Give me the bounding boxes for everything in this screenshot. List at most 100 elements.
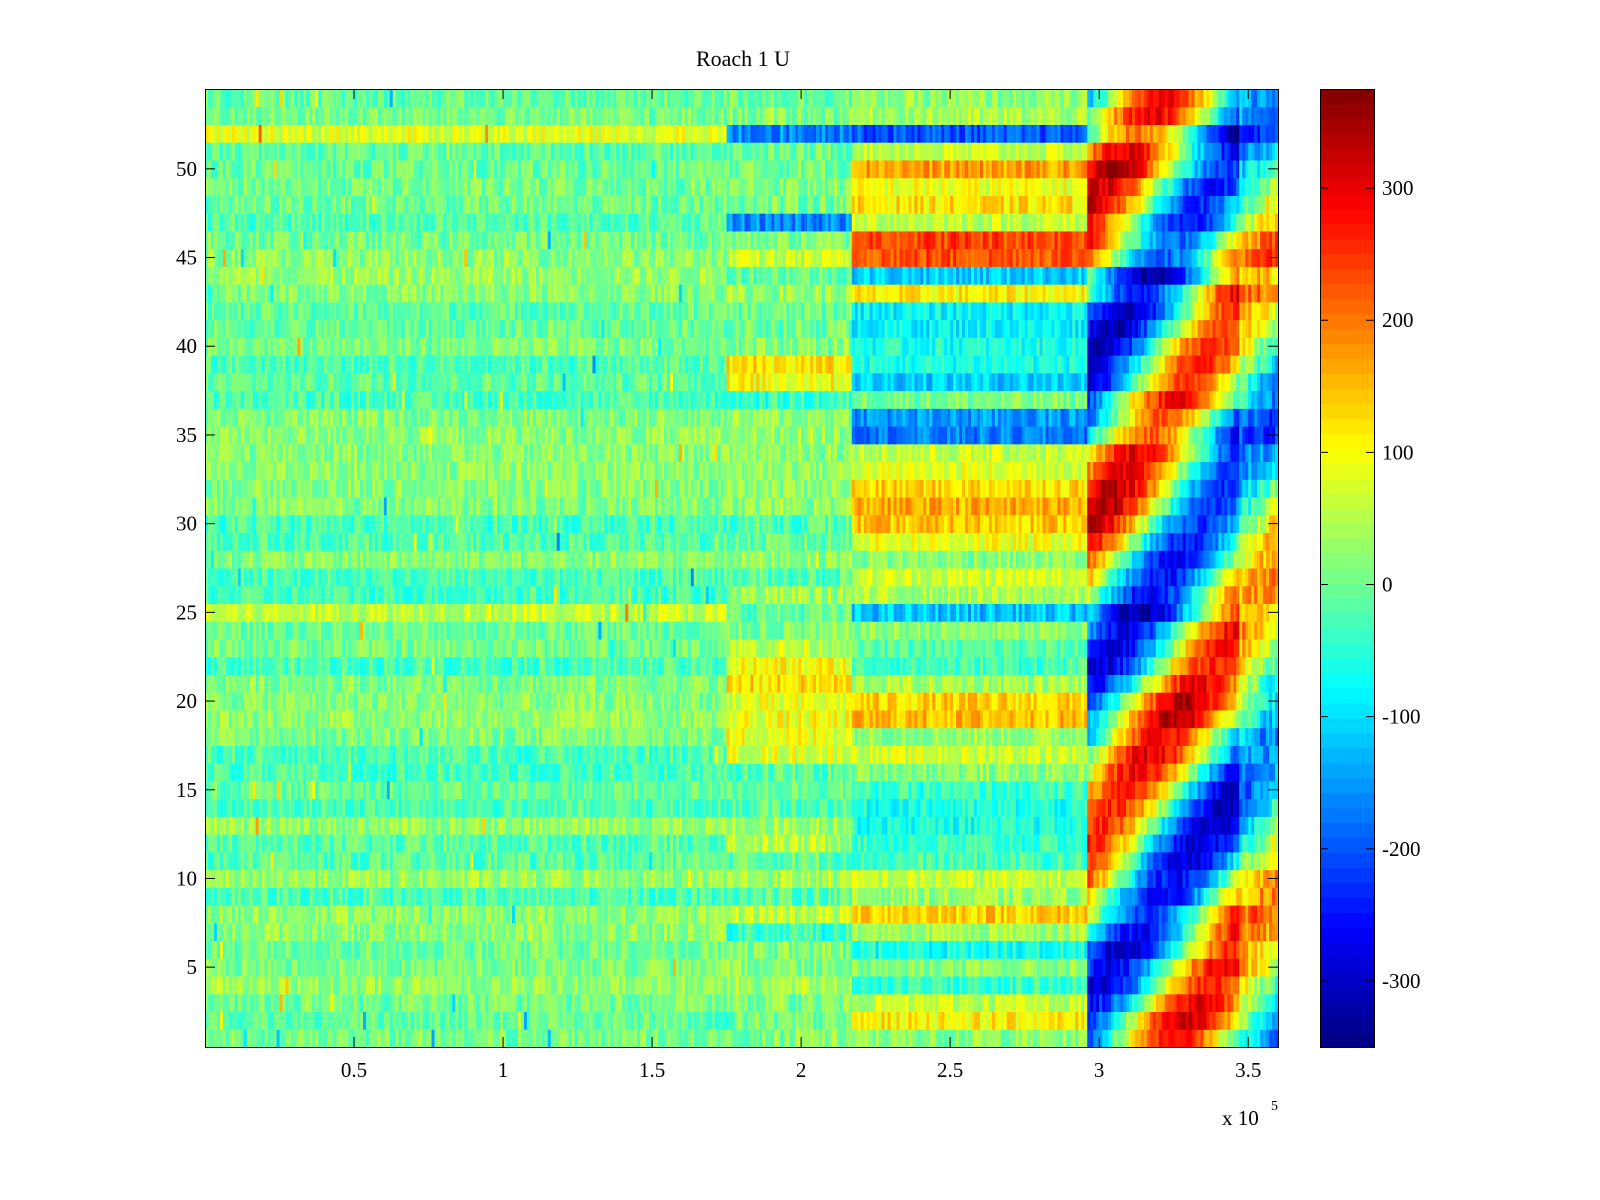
heatmap-cell <box>294 834 298 853</box>
heatmap-cell <box>1161 940 1166 959</box>
heatmap-cell <box>336 940 340 959</box>
heatmap-cell <box>1042 940 1047 959</box>
heatmap-cell <box>950 1011 954 1030</box>
heatmap-cell <box>553 869 558 888</box>
heatmap-cell <box>1102 993 1106 1013</box>
heatmap-cell <box>231 976 236 995</box>
heatmap-cell <box>1260 940 1264 959</box>
heatmap-cell <box>1194 905 1199 924</box>
heatmap-cell <box>1006 834 1011 853</box>
heatmap-cell <box>687 834 692 853</box>
heatmap-cell <box>517 940 522 959</box>
heatmap-cell <box>389 922 394 942</box>
heatmap-cell <box>443 1011 447 1030</box>
heatmap-cell <box>723 869 728 888</box>
heatmap-cell <box>1257 958 1261 977</box>
heatmap-cell <box>395 816 400 835</box>
heatmap-cell <box>1128 940 1133 959</box>
heatmap-cell <box>643 993 647 1013</box>
heatmap-cell <box>962 834 966 853</box>
heatmap-cell <box>362 976 367 995</box>
heatmap-cell <box>944 834 948 853</box>
heatmap-cell <box>622 834 626 853</box>
heatmap-cell <box>1182 940 1187 959</box>
heatmap-cell <box>1227 1011 1231 1030</box>
heatmap-cell <box>512 869 516 888</box>
heatmap-cell <box>610 940 614 959</box>
heatmap-cell <box>813 816 817 835</box>
heatmap-cell <box>750 958 754 977</box>
heatmap-cell <box>506 1011 510 1030</box>
heatmap-cell <box>258 798 263 817</box>
heatmap-cell <box>234 851 239 871</box>
heatmap-cell <box>1036 940 1041 959</box>
heatmap-cell <box>1045 869 1049 888</box>
heatmap-cell <box>1254 922 1258 942</box>
heatmap-cell <box>696 905 701 924</box>
heatmap-cell <box>526 922 531 942</box>
heatmap-cell <box>422 976 427 995</box>
heatmap-cell <box>1167 905 1172 924</box>
heatmap-cell <box>1248 940 1252 959</box>
heatmap-cell <box>750 869 754 888</box>
heatmap-cell <box>994 958 999 977</box>
heatmap-cell <box>219 958 224 977</box>
heatmap-cell <box>300 1029 304 1048</box>
heatmap-cell <box>225 816 230 835</box>
heatmap-cell <box>747 1029 751 1048</box>
heatmap-cell <box>669 816 674 835</box>
heatmap-cell <box>273 1029 278 1048</box>
heatmap-cell <box>470 976 474 995</box>
heatmap-cell <box>300 816 304 835</box>
heatmap-cell <box>580 869 585 888</box>
heatmap-cell <box>219 905 224 924</box>
heatmap-cell <box>935 976 939 995</box>
heatmap-cell <box>634 869 638 888</box>
heatmap-cell <box>711 1029 716 1048</box>
heatmap-cell <box>398 1029 403 1048</box>
heatmap-cell <box>962 1029 966 1048</box>
heatmap-cell <box>1075 1029 1079 1048</box>
heatmap-cell <box>1009 798 1014 817</box>
heatmap-cell <box>941 798 945 817</box>
heatmap-cell <box>598 887 602 906</box>
heatmap-cell <box>443 798 447 817</box>
heatmap-cell <box>437 816 441 835</box>
heatmap-cell <box>529 940 534 959</box>
heatmap-cell <box>1215 922 1219 942</box>
heatmap-cell <box>833 1029 838 1048</box>
heatmap-cell <box>270 905 275 924</box>
heatmap-cell <box>1212 887 1216 906</box>
heatmap-cell <box>944 993 948 1013</box>
heatmap-cell <box>1134 887 1139 906</box>
heatmap-cell <box>470 905 474 924</box>
heatmap-cell <box>595 1011 599 1030</box>
heatmap-cell <box>1131 851 1136 871</box>
heatmap-cell <box>994 798 999 817</box>
heatmap-cell <box>380 834 385 853</box>
heatmap-cell <box>1239 940 1243 959</box>
heatmap-cell <box>947 940 951 959</box>
heatmap-cell <box>386 958 391 977</box>
heatmap-cell <box>419 922 424 942</box>
heatmap-cell <box>753 958 757 977</box>
heatmap-cell <box>1170 922 1175 942</box>
heatmap-cell <box>783 940 787 959</box>
heatmap-cell <box>267 958 272 977</box>
heatmap-cell <box>506 1029 510 1048</box>
heatmap-cell <box>917 1029 921 1048</box>
heatmap-cell <box>351 905 355 924</box>
heatmap-cell <box>982 798 987 817</box>
heatmap-cell <box>735 869 740 888</box>
heatmap-cell <box>1123 816 1127 835</box>
heatmap-cell <box>956 1029 960 1048</box>
heatmap-cell <box>726 976 731 995</box>
heatmap-cell <box>1215 834 1219 853</box>
heatmap-cell <box>473 1029 477 1048</box>
heatmap-cell <box>1146 922 1151 942</box>
heatmap-cell <box>744 905 748 924</box>
heatmap-cell <box>979 887 984 906</box>
heatmap-cell <box>303 851 307 871</box>
heatmap-cell <box>410 905 415 924</box>
heatmap-cell <box>1233 958 1237 977</box>
